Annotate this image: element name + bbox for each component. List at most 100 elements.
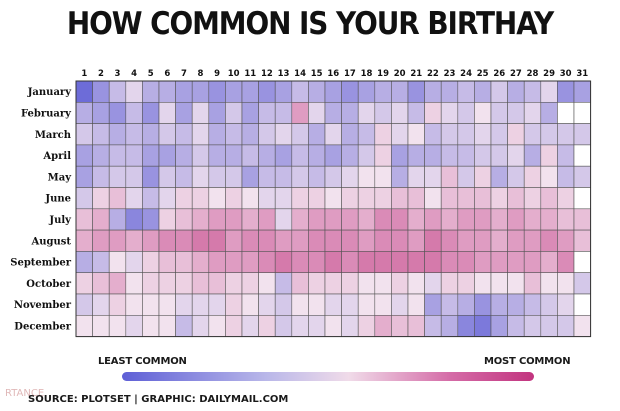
heatmap-cell-january-28 bbox=[523, 80, 542, 103]
heatmap-cell-may-5 bbox=[142, 165, 160, 188]
heatmap-cell-june-27 bbox=[507, 187, 525, 210]
heatmap-cell-august-26 bbox=[490, 229, 508, 252]
heatmap-cell-november-13 bbox=[274, 293, 293, 316]
heatmap-cell-october-3 bbox=[108, 272, 127, 295]
heatmap-cell-july-24 bbox=[457, 208, 475, 231]
heatmap-cell-august-19 bbox=[374, 229, 392, 252]
heatmap-cell-september-24 bbox=[457, 251, 475, 273]
heatmap-cell-august-5 bbox=[142, 229, 160, 252]
heatmap-cell-august-31 bbox=[573, 229, 591, 252]
heatmap-cell-march-7 bbox=[175, 123, 193, 146]
heatmap-cell-june-11 bbox=[241, 187, 259, 210]
heatmap-cell-september-4 bbox=[125, 251, 143, 273]
heatmap-cell-august-3 bbox=[108, 229, 127, 252]
heatmap-cell-february-19 bbox=[374, 102, 392, 124]
heatmap-cell-august-29 bbox=[540, 229, 558, 252]
heatmap-cell-october-25 bbox=[474, 272, 492, 295]
heatmap-cell-july-21 bbox=[407, 208, 425, 231]
heatmap-cell-april-21 bbox=[407, 144, 425, 167]
day-label-12: 12 bbox=[261, 69, 273, 79]
heatmap-cell-october-14 bbox=[291, 272, 309, 295]
heatmap-cell-may-16 bbox=[324, 165, 342, 188]
heatmap-cell-july-17 bbox=[341, 208, 359, 231]
heatmap-cell-december-16 bbox=[324, 314, 342, 337]
day-label-1: 1 bbox=[81, 69, 87, 79]
heatmap-cell-may-27 bbox=[507, 165, 525, 188]
heatmap-cell-february-22 bbox=[424, 102, 442, 124]
heatmap-cell-may-11 bbox=[241, 165, 259, 188]
day-label-29: 29 bbox=[543, 69, 555, 79]
heatmap-cell-december-20 bbox=[391, 314, 409, 337]
heatmap-cell-february-26 bbox=[490, 102, 508, 124]
heatmap-cell-june-18 bbox=[357, 187, 376, 210]
heatmap-cell-april-3 bbox=[108, 144, 127, 167]
heatmap-cell-january-10 bbox=[225, 80, 243, 103]
heatmap-cell-april-5 bbox=[142, 144, 160, 167]
heatmap-cell-march-22 bbox=[424, 123, 442, 146]
heatmap-cell-june-13 bbox=[274, 187, 293, 210]
heatmap-cell-april-10 bbox=[225, 144, 243, 167]
heatmap-cell-march-10 bbox=[225, 123, 243, 146]
month-label-may: May bbox=[48, 172, 73, 183]
heatmap-cell-september-27 bbox=[507, 251, 525, 273]
heatmap-cell-may-28 bbox=[523, 165, 542, 188]
heatmap-cell-february-16 bbox=[324, 102, 342, 124]
heatmap-cell-may-21 bbox=[407, 165, 425, 188]
heatmap-cell-april-31 bbox=[573, 144, 591, 167]
day-label-30: 30 bbox=[560, 69, 572, 79]
heatmap-cell-may-31 bbox=[573, 165, 591, 188]
month-label-july: July bbox=[48, 215, 72, 226]
heatmap-cell-january-11 bbox=[241, 80, 259, 103]
heatmap-cell-february-5 bbox=[142, 102, 160, 124]
day-label-26: 26 bbox=[493, 69, 505, 79]
heatmap-cell-january-25 bbox=[474, 80, 492, 103]
heatmap-cell-january-3 bbox=[108, 80, 127, 103]
legend-least-common-label: LEAST COMMON bbox=[98, 356, 187, 367]
heatmap-cell-march-15 bbox=[308, 123, 326, 146]
heatmap-cell-november-25 bbox=[474, 293, 492, 316]
day-label-10: 10 bbox=[228, 69, 240, 79]
heatmap-cell-november-9 bbox=[208, 293, 226, 316]
heatmap-cell-april-20 bbox=[391, 144, 409, 167]
heatmap-cell-october-6 bbox=[158, 272, 176, 295]
heatmap-cell-november-3 bbox=[108, 293, 127, 316]
heatmap-cell-september-22 bbox=[424, 251, 442, 273]
heatmap-cell-april-26 bbox=[490, 144, 508, 167]
heatmap-cell-may-12 bbox=[258, 165, 276, 188]
heatmap-cell-june-12 bbox=[258, 187, 276, 210]
heatmap-cell-september-10 bbox=[225, 251, 243, 273]
heatmap-cell-june-31 bbox=[573, 187, 591, 210]
heatmap-cell-february-9 bbox=[208, 102, 226, 124]
heatmap-cell-february-24 bbox=[457, 102, 475, 124]
heatmap-cell-october-8 bbox=[191, 272, 210, 295]
day-label-7: 7 bbox=[181, 69, 187, 79]
heatmap-cell-november-20 bbox=[391, 293, 409, 316]
heatmap-cell-july-31 bbox=[573, 208, 591, 231]
heatmap-cell-july-23 bbox=[440, 208, 459, 231]
heatmap-cell-may-20 bbox=[391, 165, 409, 188]
day-label-31: 31 bbox=[576, 69, 588, 79]
heatmap-cell-may-4 bbox=[125, 165, 143, 188]
heatmap-cell-october-22 bbox=[424, 272, 442, 295]
heatmap-cell-february-30 bbox=[557, 102, 575, 124]
heatmap-cell-october-30 bbox=[557, 272, 575, 295]
heatmap-cell-june-8 bbox=[191, 187, 210, 210]
heatmap-cell-january-6 bbox=[158, 80, 176, 103]
heatmap-cell-april-23 bbox=[440, 144, 459, 167]
heatmap-cell-july-13 bbox=[274, 208, 293, 231]
heatmap-cell-november-6 bbox=[158, 293, 176, 316]
month-label-february: February bbox=[21, 108, 72, 119]
heatmap-cell-august-7 bbox=[175, 229, 193, 252]
heatmap-cell-march-29 bbox=[540, 123, 558, 146]
heatmap-cell-october-20 bbox=[391, 272, 409, 295]
heatmap-cell-december-1 bbox=[75, 314, 93, 337]
heatmap-cell-july-10 bbox=[225, 208, 243, 231]
heatmap-cell-may-26 bbox=[490, 165, 508, 188]
heatmap-cell-march-3 bbox=[108, 123, 127, 146]
heatmap-cell-september-13 bbox=[274, 251, 293, 273]
heatmap-cell-december-9 bbox=[208, 314, 226, 337]
heatmap-cell-november-27 bbox=[507, 293, 525, 316]
heatmap-cell-december-12 bbox=[258, 314, 276, 337]
heatmap-cell-june-4 bbox=[125, 187, 143, 210]
heatmap-cell-june-22 bbox=[424, 187, 442, 210]
